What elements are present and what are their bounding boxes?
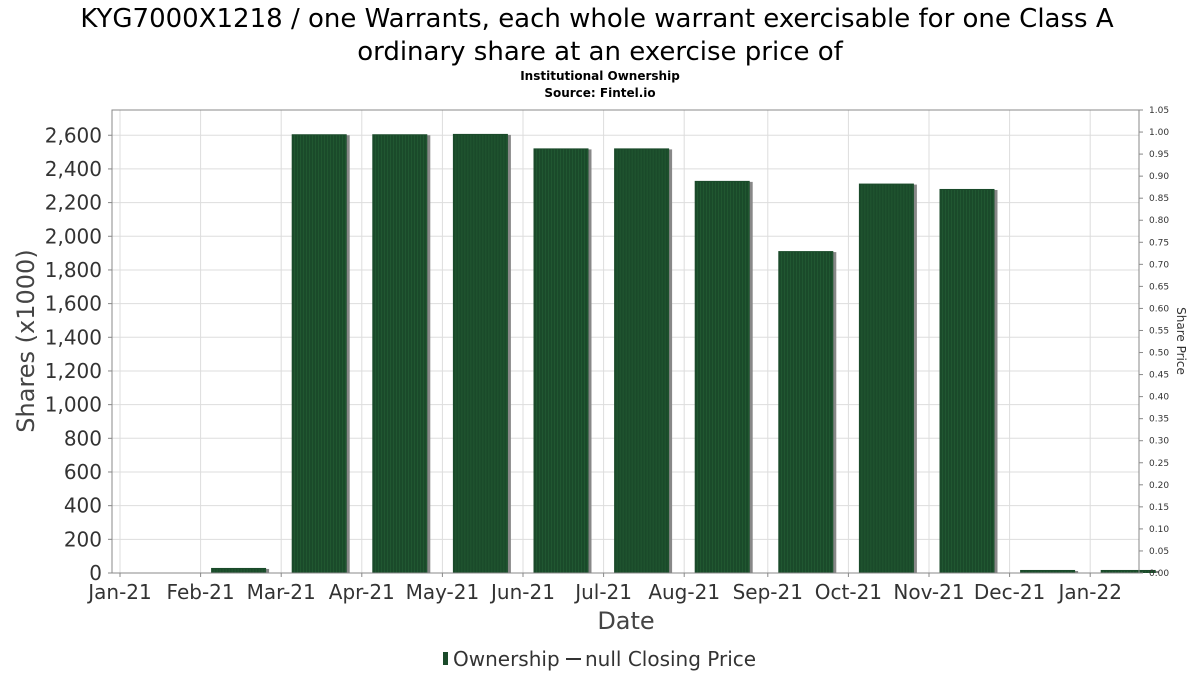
y-tick-label: 0: [89, 561, 102, 585]
y2-tick-label: 0.00: [1149, 569, 1169, 579]
y2-tick-label: 0.55: [1149, 326, 1169, 336]
bar: [291, 134, 347, 573]
x-tick-label: Dec-21: [974, 580, 1045, 604]
y-tick-label: 200: [64, 527, 102, 551]
y2-tick-label: 0.35: [1149, 415, 1169, 425]
y2-tick-label: 0.15: [1149, 503, 1169, 513]
bar: [211, 567, 267, 573]
bar: [778, 251, 834, 573]
x-axis-label: Date: [597, 607, 654, 635]
plot-area: 0 200 400 600 800 1,000 1,200 1,400 1,600 1,800 2,…: [45, 106, 1170, 604]
x-tick-label: Jul-21: [573, 580, 632, 604]
y2-axis-label: Share Price: [1174, 307, 1188, 375]
y-tick-label: 400: [64, 494, 102, 518]
legend-label-ownership: Ownership: [453, 647, 560, 671]
legend-swatch-ownership: [443, 652, 448, 665]
y-tick-label: 1,400: [45, 325, 102, 349]
y-tick-label: 2,600: [45, 123, 102, 147]
y2-tick-label: 0.45: [1149, 371, 1169, 381]
y2-tick-label: 0.20: [1149, 481, 1169, 491]
y-tick-label: 800: [64, 426, 102, 450]
y2-tick-label: 0.60: [1149, 304, 1169, 314]
bar: [858, 183, 914, 574]
y-tick-label: 600: [64, 460, 102, 484]
chart-title-line1: KYG7000X1218 / one Warrants, each whole …: [80, 4, 1113, 34]
chart-title-line2: ordinary share at an exercise price of: [357, 37, 843, 67]
y-tick-label: 2,400: [45, 157, 102, 181]
y-axis-label: Shares (x1000): [12, 249, 40, 432]
y2-tick-label: 0.25: [1149, 459, 1169, 469]
legend-label-closing-price: null Closing Price: [585, 647, 756, 671]
x-tick-label: Mar-21: [247, 580, 316, 604]
bar: [1100, 569, 1156, 573]
chart-subtitle: Institutional Ownership: [520, 69, 680, 83]
bar: [939, 188, 995, 574]
bar: [533, 148, 589, 573]
x-tick-label: Jan-21: [86, 580, 152, 604]
y2-tick-label: 1.05: [1149, 106, 1169, 116]
x-tick-label: Aug-21: [648, 580, 720, 604]
y2-tick-label: 0.85: [1149, 194, 1169, 204]
y2-tick-label: 0.10: [1149, 525, 1169, 535]
y2-tick-label: 0.65: [1149, 282, 1169, 292]
y2-tick-label: 0.80: [1149, 216, 1169, 226]
bar: [452, 133, 508, 573]
x-tick-label: Apr-21: [329, 580, 395, 604]
y-tick-label: 2,200: [45, 191, 102, 215]
x-tick-label: Sep-21: [733, 580, 803, 604]
y2-tick-label: 0.75: [1149, 238, 1169, 248]
y2-tick-label: 0.30: [1149, 437, 1169, 447]
y-tick-label: 1,000: [45, 393, 102, 417]
x-tick-label: Nov-21: [893, 580, 964, 604]
y-tick-label: 1,600: [45, 292, 102, 316]
y-tick-label: 2,000: [45, 224, 102, 248]
legend: Ownership null Closing Price: [443, 647, 756, 671]
y-tick-label: 1,800: [45, 258, 102, 282]
y2-tick-label: 1.00: [1149, 128, 1169, 138]
y2-tick-label: 0.40: [1149, 393, 1169, 403]
y2-tick-label: 0.95: [1149, 150, 1169, 160]
x-tick-label: Jan-22: [1056, 580, 1122, 604]
y-tick-label: 1,200: [45, 359, 102, 383]
x-tick-label: Jun-21: [489, 580, 555, 604]
x-tick-label: May-21: [406, 580, 480, 604]
y2-tick-label: 0.50: [1149, 349, 1169, 359]
chart-source: Source: Fintel.io: [544, 86, 655, 100]
y2-tick-label: 0.90: [1149, 172, 1169, 182]
x-tick-label: Feb-21: [167, 580, 235, 604]
plot-frame: [111, 109, 1140, 574]
bar: [1020, 569, 1076, 573]
y2-tick-label: 0.70: [1149, 260, 1169, 270]
x-tick-label: Oct-21: [815, 580, 882, 604]
bar: [614, 148, 670, 573]
bar: [372, 134, 428, 573]
y2-tick-label: 0.05: [1149, 547, 1169, 557]
bar: [694, 180, 750, 573]
